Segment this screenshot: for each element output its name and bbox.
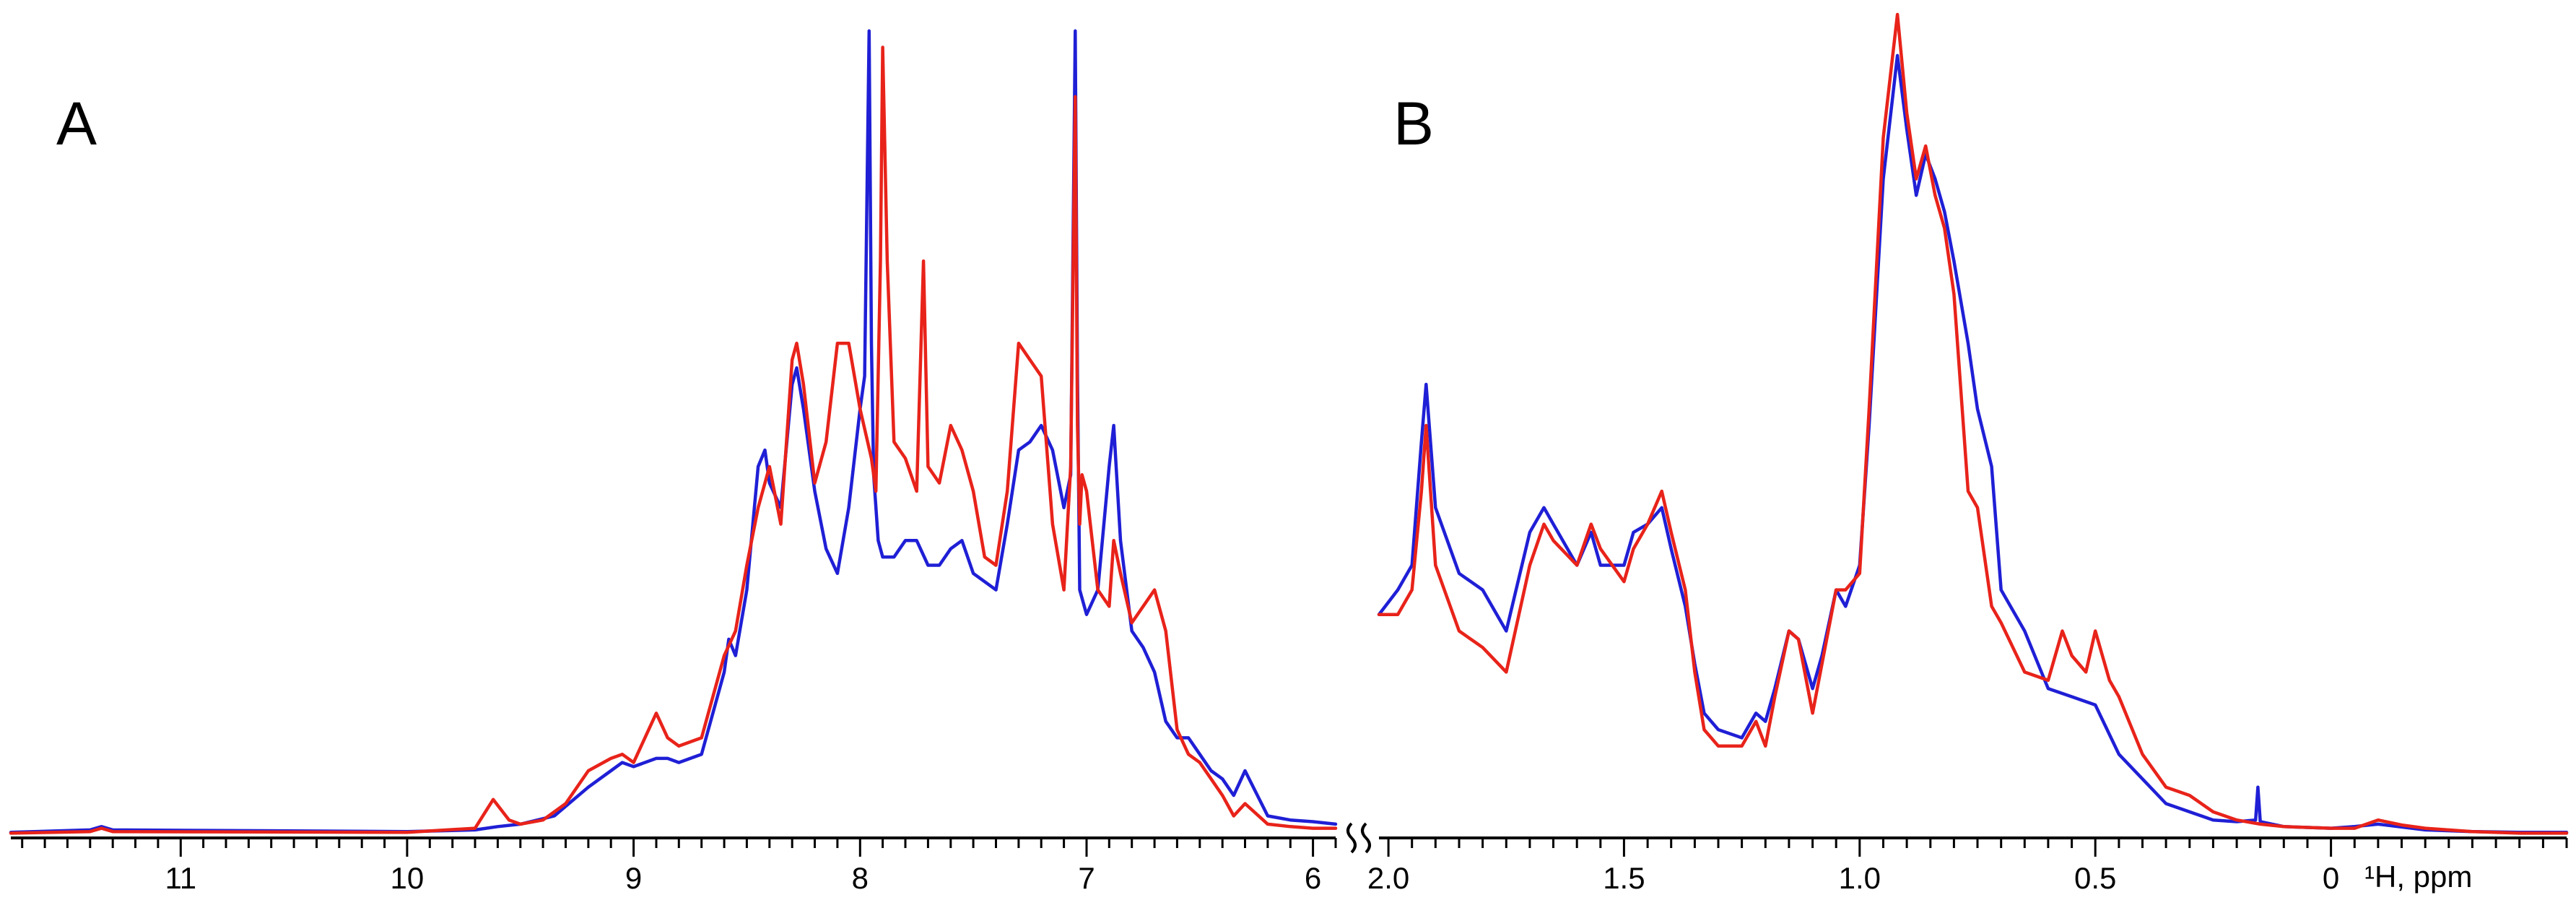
panel-b-trace-red xyxy=(1377,12,2569,835)
panel-a-tick-label: 11 xyxy=(165,861,196,895)
panel-a-tick-label: 9 xyxy=(625,861,642,895)
panel-b-x-ticks: 2.0 1.5 1.0 0.5 0 xyxy=(1367,838,2568,895)
panel-a-x-ticks: 11 10 9 8 7 6 xyxy=(21,838,1337,895)
panel-b: B 2.0 1.5 1.0 0.5 0 ¹H, ppm xyxy=(1367,12,2569,895)
axis-break-squiggle-left xyxy=(1346,822,1357,854)
panel-a-tick-label: 8 xyxy=(852,861,869,895)
panel-a: A 11 10 9 8 7 6 xyxy=(9,29,1338,895)
panel-a-label: A xyxy=(56,90,97,157)
panel-a-tick-label: 6 xyxy=(1305,861,1321,895)
panel-a-tick-label: 10 xyxy=(391,861,425,895)
panel-b-traces xyxy=(1377,12,2569,835)
panel-b-label: B xyxy=(1393,90,1434,157)
axis-break-squiggle-right xyxy=(1361,822,1371,854)
panel-b-tick-label: 0.5 xyxy=(2074,861,2116,895)
axis-break-mark xyxy=(1346,822,1371,854)
panel-b-trace-blue xyxy=(1377,53,2569,834)
panel-b-tick-label: 1.0 xyxy=(1839,861,1881,895)
panel-a-traces xyxy=(9,29,1338,835)
panel-b-tick-label: 0 xyxy=(2323,861,2339,895)
panel-a-trace-blue xyxy=(9,29,1338,834)
panel-a-trace-red xyxy=(9,46,1338,835)
x-axis-unit-label: ¹H, ppm xyxy=(2364,860,2472,894)
panel-b-tick-label: 2.0 xyxy=(1367,861,1409,895)
panel-b-tick-label: 1.5 xyxy=(1603,861,1645,895)
panel-a-tick-label: 7 xyxy=(1078,861,1095,895)
